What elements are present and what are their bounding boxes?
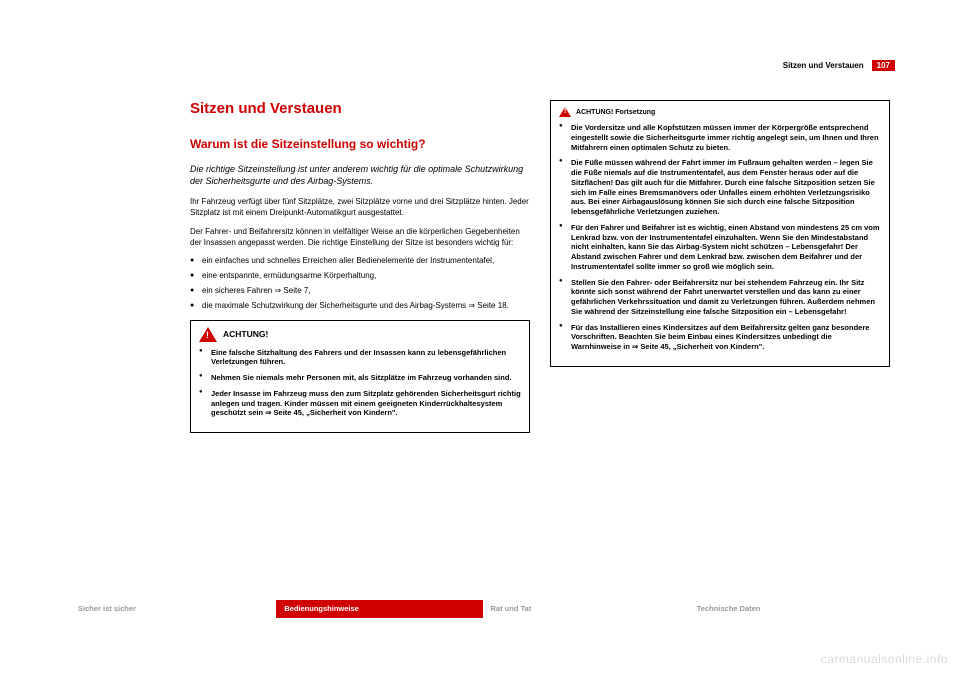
list-item: Nehmen Sie niemals mehr Personen mit, al… (199, 373, 521, 383)
page-number-badge: 107 (872, 60, 895, 71)
tab-bedienung[interactable]: Bedienungshinweise (276, 600, 482, 618)
list-item: Die Vordersitze und alle Kopfstützen müs… (559, 123, 881, 152)
watermark-text: carmanualsonline.info (821, 652, 948, 666)
list-item: Für den Fahrer und Beifahrer ist es wich… (559, 223, 881, 272)
warning-list: Eine falsche Sitzhaltung des Fahrers und… (199, 348, 521, 419)
list-item: ein einfaches und schnelles Erreichen al… (190, 256, 530, 267)
bullet-list: ein einfaches und schnelles Erreichen al… (190, 256, 530, 311)
list-item: Die Füße müssen während der Fahrt immer … (559, 158, 881, 217)
tab-daten[interactable]: Technische Daten (689, 600, 895, 618)
warning-list: Die Vordersitze und alle Kopfstützen müs… (559, 123, 881, 352)
section-subtitle: Warum ist die Sitzeinstellung so wichtig… (190, 137, 530, 151)
content-area: Sitzen und Verstauen Warum ist die Sitze… (190, 100, 890, 433)
list-item: die maximale Schutzwirkung der Sicherhei… (190, 301, 530, 312)
list-item: eine entspannte, ermüdungsarme Körperhal… (190, 271, 530, 282)
body-paragraph-2: Der Fahrer- und Beifahrersitz können in … (190, 227, 530, 249)
warning-header: ACHTUNG! (199, 327, 521, 342)
warning-continuation-title: ACHTUNG! Fortsetzung (576, 109, 655, 116)
warning-box-continuation: ACHTUNG! Fortsetzung Die Vordersitze und… (550, 100, 890, 367)
list-item: Jeder Insasse im Fahrzeug muss den zum S… (199, 389, 521, 418)
warning-box: ACHTUNG! Eine falsche Sitzhaltung des Fa… (190, 320, 530, 434)
list-item: Für das Installieren eines Kindersitzes … (559, 323, 881, 352)
warning-triangle-icon (559, 107, 571, 117)
tab-rat[interactable]: Rat und Tat (483, 600, 689, 618)
header-section-title: Sitzen und Verstauen (783, 61, 864, 70)
left-column: Sitzen und Verstauen Warum ist die Sitze… (190, 100, 530, 433)
warning-title: ACHTUNG! (223, 329, 268, 339)
chapter-title: Sitzen und Verstauen (190, 100, 530, 117)
lead-paragraph: Die richtige Sitzeinstellung ist unter a… (190, 163, 530, 187)
page: Sitzen und Verstauen 107 Sitzen und Vers… (0, 0, 960, 678)
footer-tabs: Sicher ist sicher Bedienungshinweise Rat… (70, 600, 895, 618)
page-header: Sitzen und Verstauen 107 (783, 60, 895, 71)
warning-continuation-header: ACHTUNG! Fortsetzung (559, 107, 881, 117)
list-item: ein sicheres Fahren ⇒ Seite 7, (190, 286, 530, 297)
list-item: Eine falsche Sitzhaltung des Fahrers und… (199, 348, 521, 368)
body-paragraph-1: Ihr Fahrzeug verfügt über fünf Sitzplätz… (190, 197, 530, 219)
tab-sicher[interactable]: Sicher ist sicher (70, 600, 276, 618)
list-item: Stellen Sie den Fahrer- oder Beifahrersi… (559, 278, 881, 317)
right-column: ACHTUNG! Fortsetzung Die Vordersitze und… (550, 100, 890, 433)
warning-triangle-icon (199, 327, 217, 342)
